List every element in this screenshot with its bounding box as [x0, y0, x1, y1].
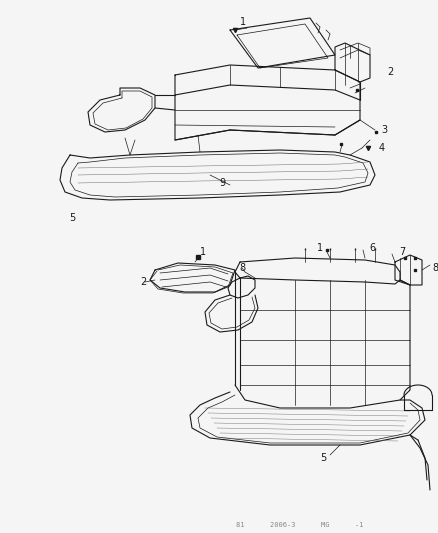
Text: 9: 9 [219, 178, 225, 188]
Text: 4: 4 [379, 143, 385, 153]
Text: 81      2006-3      MG      -1: 81 2006-3 MG -1 [236, 522, 364, 528]
Text: 7: 7 [399, 247, 405, 257]
Text: 1: 1 [200, 247, 206, 257]
Text: 2: 2 [387, 67, 393, 77]
Text: 3: 3 [381, 125, 387, 135]
Text: 6: 6 [369, 243, 375, 253]
Text: 5: 5 [320, 453, 326, 463]
Text: 1: 1 [317, 243, 323, 253]
Text: 8: 8 [432, 263, 438, 273]
Text: 5: 5 [69, 213, 75, 223]
Text: 8: 8 [239, 263, 245, 273]
Text: 2: 2 [140, 277, 146, 287]
Text: 1: 1 [240, 17, 246, 27]
